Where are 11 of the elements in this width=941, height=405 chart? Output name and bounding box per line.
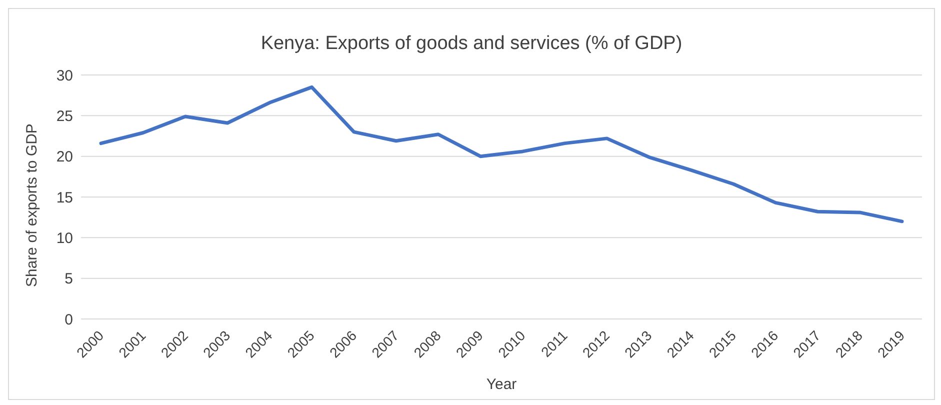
y-tick-label: 0 bbox=[64, 311, 73, 328]
x-axis-title: Year bbox=[486, 376, 517, 393]
line-series bbox=[99, 85, 904, 224]
chart-title: Kenya: Exports of goods and services (% of GDP) bbox=[260, 33, 684, 55]
y-axis-title: Share of exports to GDP bbox=[23, 124, 40, 287]
y-tick-label: 10 bbox=[56, 230, 73, 247]
y-tick-label: 5 bbox=[64, 270, 73, 288]
y-tick-label: 30 bbox=[56, 67, 73, 84]
y-tick-label: 25 bbox=[56, 108, 73, 125]
y-tick-label: 15 bbox=[56, 189, 73, 206]
y-tick-label: 20 bbox=[56, 148, 73, 166]
